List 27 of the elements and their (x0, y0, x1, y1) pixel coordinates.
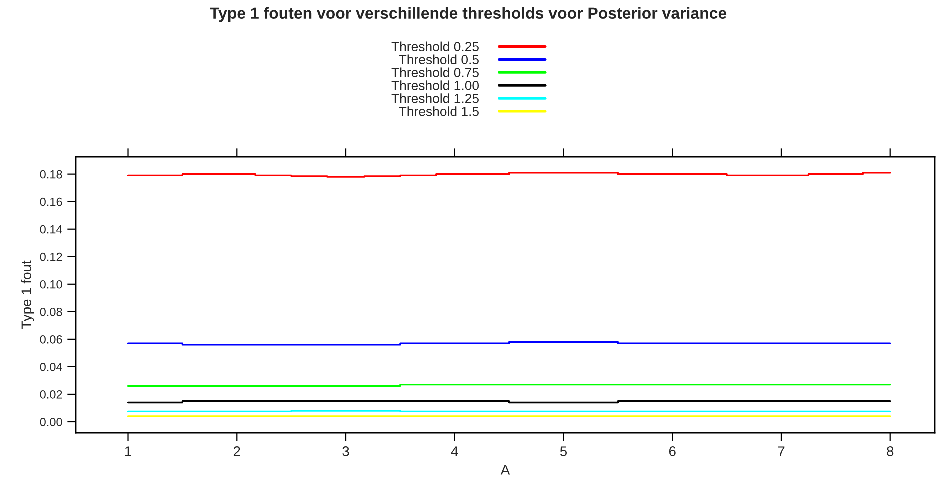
y-tick-label: 0.00 (40, 418, 62, 426)
legend-label: Threshold 0.75 (392, 68, 479, 78)
x-tick-label: 3 (342, 446, 350, 456)
legend-label: Threshold 0.5 (399, 54, 479, 64)
x-tick-label: 6 (669, 446, 676, 456)
y-tick-label: 0.04 (40, 362, 62, 372)
x-tick-label: 7 (778, 446, 785, 456)
x-axis-title: A (500, 465, 510, 475)
x-tick-label: 8 (887, 446, 894, 456)
y-tick-label: 0.02 (40, 390, 62, 399)
y-tick-label: 0.10 (40, 280, 62, 289)
x-tick-label: 2 (234, 446, 240, 456)
y-tick-label: 0.18 (40, 170, 62, 179)
y-axis-title: Type 1 fout (21, 260, 34, 330)
legend-label: Threshold 0.25 (392, 42, 479, 52)
y-tick-label: 0.16 (40, 198, 62, 206)
y-tick-label: 0.12 (40, 252, 62, 262)
legend-label: Threshold 1.5 (399, 106, 479, 116)
x-tick-label: 1 (125, 446, 132, 456)
y-tick-label: 0.08 (40, 308, 62, 316)
legend-label: Threshold 1.00 (392, 80, 480, 90)
legend-label: Threshold 1.25 (392, 94, 479, 104)
y-tick-label: 0.14 (40, 225, 62, 234)
chart-title: Type 1 fouten voor verschillende thresholds voor Posterior variance (210, 7, 727, 22)
x-tick-label: 4 (451, 446, 458, 456)
y-tick-label: 0.06 (40, 335, 62, 344)
x-tick-label: 5 (560, 446, 568, 456)
